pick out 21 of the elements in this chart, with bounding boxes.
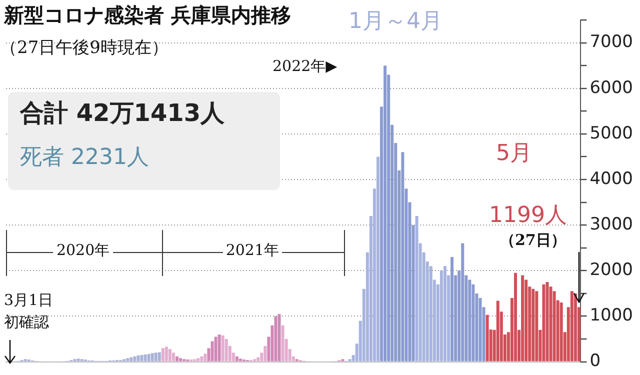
y-tick-label: 4000	[590, 168, 633, 189]
data-label: 1199人	[488, 202, 567, 230]
y-tick-label: 1000	[590, 306, 633, 326]
annotation: 1月～4月	[348, 9, 442, 34]
y-tick-label: 6000	[590, 78, 633, 98]
annotation: 2020年	[53, 241, 113, 259]
chart-title: 新型コロナ感染者 兵庫県内推移	[4, 2, 291, 29]
y-tick-label: 0	[590, 351, 601, 372]
annotation: 5月	[496, 141, 532, 166]
annotation: 2021年	[222, 241, 282, 259]
y-tick-label: 7000	[590, 32, 633, 52]
annotation: 合計 42万1413人	[20, 99, 225, 127]
y-tick-label: 2000	[590, 260, 633, 280]
annotation: （27日）	[500, 231, 566, 249]
annotation: 2022年▶	[272, 57, 338, 75]
annotation: 死者 2231人	[20, 145, 149, 170]
annotation: 3月1日	[4, 291, 54, 309]
annotation: 初確認	[4, 313, 49, 331]
text: （27日午後9時現在）	[0, 37, 168, 59]
y-tick-label: 3000	[590, 214, 633, 234]
y-tick-label: 5000	[590, 123, 633, 144]
